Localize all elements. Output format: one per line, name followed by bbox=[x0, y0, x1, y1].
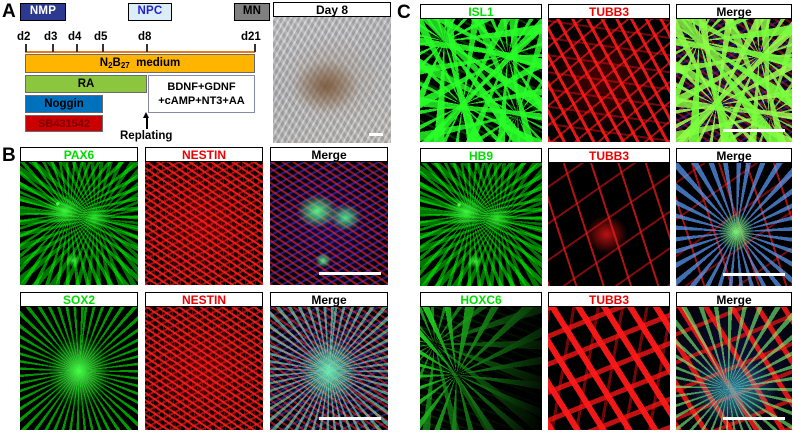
panel-c-row3-scale-bar bbox=[723, 417, 785, 420]
panel-c-row3-merge-image bbox=[676, 307, 792, 430]
panel-b-row2-merge-image bbox=[270, 307, 388, 430]
panel-c-row3-hoxc6: HOXC6 bbox=[420, 292, 542, 430]
bar-growth-factors: BDNF+GDNF +cAMP+NT3+AA bbox=[148, 75, 255, 113]
panel-b-row1-scale-bar bbox=[319, 272, 381, 275]
panel-b-row1-marker-image bbox=[20, 162, 138, 285]
panel-a-letter: A bbox=[2, 1, 16, 22]
panel-b-row2-second-image bbox=[145, 307, 263, 430]
panel-c-row1-second-image bbox=[548, 19, 670, 142]
panel-b-row1-merge-label: Merge bbox=[270, 147, 388, 162]
bar-ra: RA bbox=[25, 75, 147, 93]
panel-c-row3-merge: Merge bbox=[676, 292, 792, 430]
tick-label-d4: d4 bbox=[68, 31, 82, 43]
timeline-axis bbox=[25, 51, 255, 53]
day8-scale-bar bbox=[369, 133, 383, 136]
panel-c-row1-merge: Merge bbox=[676, 4, 792, 142]
replating-label: Replating bbox=[120, 130, 173, 142]
panel-b-row1-marker-label: PAX6 bbox=[20, 147, 138, 162]
panel-c-row1-tubb3: TUBB3 bbox=[548, 4, 670, 142]
panel-c-row1-isl1: ISL1 bbox=[420, 4, 542, 142]
panel-c-row1-marker-label: ISL1 bbox=[420, 4, 542, 19]
panel-b-row1-merge: Merge bbox=[270, 147, 388, 285]
panel-b-row2-second-label: NESTIN bbox=[145, 292, 263, 307]
tick-mark-d3 bbox=[52, 44, 54, 52]
panel-b-row2-merge: Merge bbox=[270, 292, 388, 430]
day8-title: Day 8 bbox=[273, 2, 391, 17]
day8-micrograph bbox=[273, 17, 391, 143]
tick-label-d5: d5 bbox=[94, 31, 108, 43]
panel-b-row2-marker-label: SOX2 bbox=[20, 292, 138, 307]
panel-c-row2-merge-image bbox=[676, 163, 792, 286]
bar-n2b27-medium: N2B27 medium bbox=[25, 54, 255, 73]
stage-box-nmp: NMP bbox=[20, 3, 66, 21]
tick-mark-d4 bbox=[76, 44, 78, 52]
panel-c-row2-merge-label: Merge bbox=[676, 148, 792, 163]
panel-b-row2-nestin: NESTIN bbox=[145, 292, 263, 430]
panel-c-row2-marker-image bbox=[420, 163, 542, 286]
panel-c-row1-merge-label: Merge bbox=[676, 4, 792, 19]
panel-c-row3-second-label: TUBB3 bbox=[548, 292, 670, 307]
panel-c-row2-second-image bbox=[548, 163, 670, 286]
tick-mark-d21 bbox=[254, 44, 256, 52]
panel-c-row2-merge: Merge bbox=[676, 148, 792, 286]
panel-b-row2-sox2: SOX2 bbox=[20, 292, 138, 430]
tick-label-d3: d3 bbox=[44, 31, 58, 43]
tick-label-d8: d8 bbox=[138, 31, 152, 43]
replating-arrow-head bbox=[143, 112, 149, 118]
panel-b-row1-nestin: NESTIN bbox=[145, 147, 263, 285]
tick-mark-d5 bbox=[102, 44, 104, 52]
panel-b-row1-pax6: PAX6 bbox=[20, 147, 138, 285]
panel-c-row2-tubb3: TUBB3 bbox=[548, 148, 670, 286]
panel-a: A NMP NPC MN d2 d3 d4 d5 d8 d21 N2B27 me… bbox=[0, 0, 270, 145]
panel-c-row2-second-label: TUBB3 bbox=[548, 148, 670, 163]
tick-label-d21: d21 bbox=[241, 31, 261, 43]
panel-c-row3-tubb3: TUBB3 bbox=[548, 292, 670, 430]
tick-mark-d2 bbox=[25, 44, 27, 52]
panel-c-row3-marker-image bbox=[420, 307, 542, 430]
tick-label-d2: d2 bbox=[17, 31, 31, 43]
panel-c-row1-scale-bar bbox=[723, 129, 785, 132]
panel-b-row1-merge-image bbox=[270, 162, 388, 285]
panel-c-row2-scale-bar bbox=[723, 273, 785, 276]
bar-noggin: Noggin bbox=[25, 95, 103, 113]
bar-n2b27-label: N2B27 medium bbox=[99, 57, 181, 70]
tick-mark-d8 bbox=[146, 44, 148, 52]
panel-b-letter: B bbox=[2, 145, 16, 166]
day8-panel: Day 8 bbox=[273, 2, 391, 143]
panel-b-row2-scale-bar bbox=[319, 417, 381, 420]
growth-factors-line1: BDNF+GDNF bbox=[167, 81, 236, 93]
panel-b-row1-second-image bbox=[145, 162, 263, 285]
panel-c-row3-marker-label: HOXC6 bbox=[420, 292, 542, 307]
panel-c-row1-second-label: TUBB3 bbox=[548, 4, 670, 19]
panel-c-row2-hb9: HB9 bbox=[420, 148, 542, 286]
panel-c-row1-marker-image bbox=[420, 19, 542, 142]
growth-factors-line2: +cAMP+NT3+AA bbox=[158, 95, 245, 107]
panel-b-row2-merge-label: Merge bbox=[270, 292, 388, 307]
panel-b-row2-marker-image bbox=[20, 307, 138, 430]
panel-b-row1-second-label: NESTIN bbox=[145, 147, 263, 162]
panel-c-row1-merge-image bbox=[676, 19, 792, 142]
stage-box-mn: MN bbox=[234, 3, 270, 21]
panel-c-row3-merge-label: Merge bbox=[676, 292, 792, 307]
bar-sb431542: SB431542 bbox=[25, 115, 103, 132]
panel-c-letter: C bbox=[397, 2, 411, 23]
panel-c-row3-second-image bbox=[548, 307, 670, 430]
panel-c-row2-marker-label: HB9 bbox=[420, 148, 542, 163]
replating-arrow-stem bbox=[146, 116, 148, 129]
stage-box-npc: NPC bbox=[128, 3, 172, 21]
